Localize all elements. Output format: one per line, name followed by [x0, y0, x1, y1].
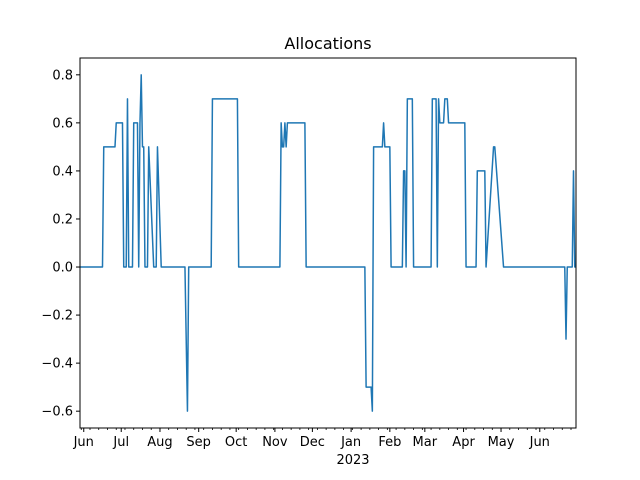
y-tick-label: 0.2	[52, 212, 73, 227]
x-tick-label: Jan	[340, 435, 361, 450]
y-tick-label: 0.8	[52, 68, 73, 83]
y-tick-label: 0.6	[52, 116, 73, 131]
x-tick-label: Apr	[452, 435, 475, 450]
y-tick-label: 0.4	[52, 164, 73, 179]
chart-title: Allocations	[284, 34, 371, 53]
x-tick-label: Jun	[73, 435, 94, 450]
y-tick-label: −0.6	[41, 405, 73, 420]
x-tick-label: Sep	[186, 435, 211, 450]
x-tick-label: Mar	[413, 435, 438, 450]
plot-area: −0.6 −0.4 −0.2 0.0 0.2 0.4 0.6 0.8 Jun Jul Aug Sep O…	[41, 68, 576, 450]
y-tick-label: 0.0	[52, 261, 73, 276]
x-year-label: 2023	[336, 453, 369, 468]
series-line	[80, 74, 576, 412]
x-tick-label: May	[488, 435, 515, 450]
x-tick-label: Jul	[112, 435, 129, 450]
y-tick-label: −0.2	[41, 309, 73, 324]
x-tick-label: Feb	[378, 435, 401, 450]
x-tick-label: Dec	[300, 435, 325, 450]
axes-frame	[79, 57, 577, 429]
x-tick-label: Jun	[529, 435, 550, 450]
x-tick-label: Oct	[225, 435, 247, 450]
x-tick-label: Nov	[262, 435, 288, 450]
x-tick-label: Aug	[147, 435, 172, 450]
y-tick-label: −0.4	[41, 357, 73, 372]
